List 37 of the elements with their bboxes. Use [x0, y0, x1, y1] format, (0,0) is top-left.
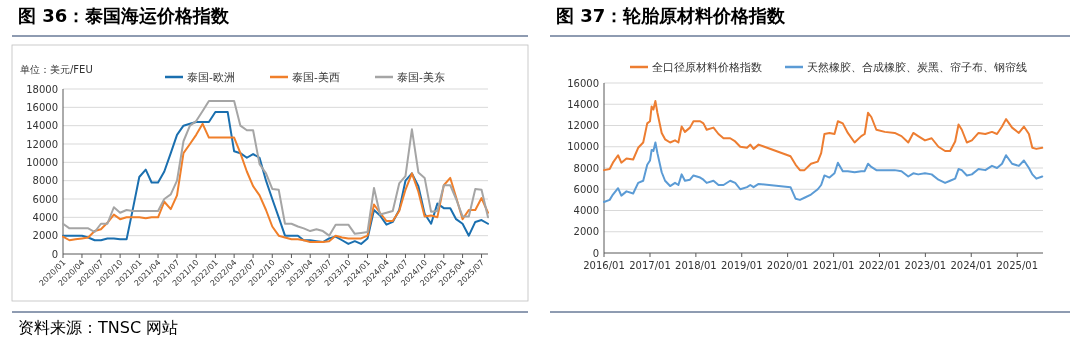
y-tick-label: 14000 — [26, 120, 58, 132]
y-tick-label: 8000 — [573, 162, 599, 174]
x-tick-label: 2024/01 — [950, 260, 993, 271]
y-tick-label: 16000 — [567, 77, 599, 89]
x-tick-label: 2019/01 — [720, 260, 763, 271]
x-tick-label: 2025/01 — [996, 260, 1039, 271]
y-tick-label: 10000 — [26, 156, 58, 168]
y-tick-label: 6000 — [32, 193, 58, 205]
x-tick-label: 2022/01 — [858, 260, 901, 271]
legend-label: 泰国-美西 — [292, 71, 340, 83]
y-tick-label: 6000 — [573, 183, 599, 195]
legend-label: 泰国-欧洲 — [187, 71, 235, 83]
y-tick-label: 18000 — [26, 83, 58, 95]
y-axis-title: 单位：美元/FEU — [20, 64, 93, 75]
y-tick-label: 12000 — [567, 120, 599, 131]
y-tick-label: 8000 — [32, 175, 58, 187]
y-tick-label: 0 — [592, 247, 599, 259]
x-tick-label: 2016/01 — [583, 260, 625, 271]
y-tick-label: 0 — [51, 248, 58, 260]
chart-title: 图 37：轮胎原材料价格指数 — [556, 5, 787, 26]
x-tick-label: 2018/01 — [675, 260, 717, 271]
y-tick-label: 14000 — [567, 98, 599, 110]
y-tick-label: 16000 — [26, 101, 58, 113]
y-tick-label: 2000 — [32, 230, 58, 242]
legend-label: 全口径原材料价格指数 — [652, 61, 762, 73]
x-tick-label: 2020/01 — [766, 260, 809, 271]
y-tick-label: 10000 — [567, 141, 599, 153]
y-tick-label: 4000 — [573, 205, 599, 216]
chart-title: 图 36：泰国海运价格指数 — [18, 5, 231, 26]
x-tick-label: 2023/01 — [904, 260, 947, 271]
y-tick-label: 4000 — [32, 211, 58, 223]
legend-label: 泰国-美东 — [397, 71, 445, 83]
x-tick-label: 2017/01 — [629, 260, 671, 271]
x-tick-label: 2021/01 — [812, 260, 855, 271]
y-tick-label: 2000 — [573, 226, 599, 238]
text: 资料来源：TNSC 网站 — [18, 318, 179, 337]
y-tick-label: 12000 — [26, 138, 58, 150]
